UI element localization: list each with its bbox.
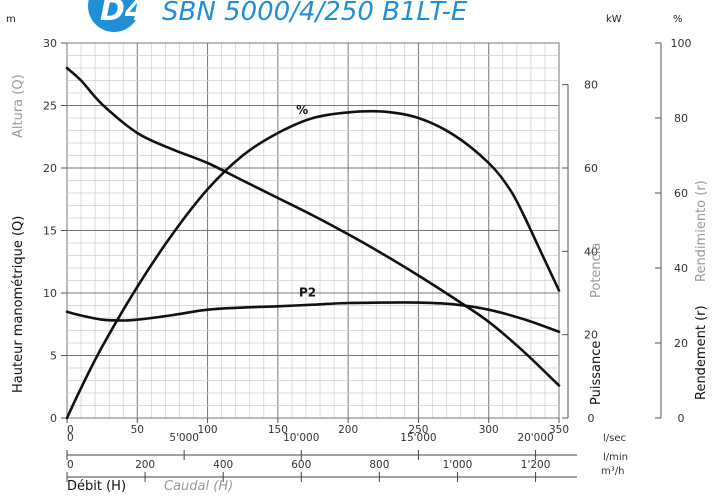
head-tick-label: 5 [50, 350, 57, 363]
efficiency-unit-label: % [673, 14, 683, 25]
efficiency-tick-label: 80 [674, 112, 688, 125]
x-tick-label: 200 [338, 424, 358, 436]
curves [65, 66, 561, 420]
x-tick-label: 100 [198, 424, 218, 436]
x-tick-label: 150 [268, 424, 288, 436]
power-axis-title-alt: Potencia [589, 243, 604, 298]
head-tick-label: 30 [43, 37, 57, 50]
x-tick-label: 350 [549, 424, 569, 436]
model-badge [88, 0, 140, 32]
x-tick-label: 250 [408, 424, 428, 436]
power-curve-label: P2 [299, 285, 316, 299]
efficiency-axis: 0 20 40 60 80 100 [655, 37, 692, 425]
header: D4 SBN 5000/4/250 B1LT-E m kW % [6, 0, 683, 32]
power-axis-title: Puissance [589, 341, 604, 405]
head-curve [65, 66, 561, 387]
head-tick-label: 0 [50, 412, 57, 425]
model-badge-label: D4 [100, 0, 146, 28]
x-axis-unit: l/sec [603, 433, 626, 444]
x-tick-label: 400 [213, 459, 233, 471]
power-tick-label: 60 [584, 162, 598, 175]
head-unit-label: m [6, 14, 16, 25]
efficiency-tick-label: 100 [671, 37, 692, 50]
grid [66, 42, 560, 419]
x-tick-label: 20'000 [517, 432, 553, 444]
x-tick-label: 50 [131, 424, 144, 436]
x-tick-label: 15'000 [400, 432, 436, 444]
x-axis-unit: m³/h [601, 466, 624, 477]
power-unit-label: kW [606, 14, 622, 25]
x-tick-label: 1'200 [521, 459, 551, 471]
power-tick-label: 20 [584, 329, 598, 342]
head-tick-label: 10 [43, 287, 57, 300]
efficiency-tick-label: 20 [674, 337, 688, 350]
power-tick-label: 40 [584, 245, 598, 258]
x-tick-label: 800 [369, 459, 389, 471]
x-tick-label: 200 [135, 459, 155, 471]
efficiency-axis-title: Rendement (r) [694, 305, 709, 400]
x-tick-label: 0 [67, 432, 74, 444]
head-tick-label: 25 [43, 100, 57, 113]
x-tick-label: 5'000 [169, 432, 199, 444]
x-tick-label: 0 [67, 424, 74, 436]
x-axis-title-alt: Caudal (H) [164, 479, 233, 494]
power-curve-p2 [65, 301, 561, 334]
x-tick-label: 300 [479, 424, 499, 436]
efficiency-tick-label: 40 [674, 262, 688, 275]
power-tick-label: 0 [588, 412, 595, 425]
x-tick-label: 10'000 [283, 432, 319, 444]
efficiency-curve [65, 109, 561, 420]
efficiency-curve-label: % [296, 103, 308, 117]
x-tick-label: 1'000 [443, 459, 473, 471]
head-tick-label: 20 [43, 162, 57, 175]
x-axis-title: Débit (H) [67, 479, 126, 494]
efficiency-tick-label: 0 [678, 412, 685, 425]
head-axis-title: Hauteur manométrique (Q) [11, 216, 26, 393]
head-tick-label: 15 [43, 225, 57, 238]
x-tick-label: 0 [67, 459, 74, 471]
efficiency-tick-label: 60 [674, 187, 688, 200]
x-axes: 0 50 100 150 200 250 300 350 l/sec 0 5'000 10'000 15… [66, 418, 628, 482]
x-axis-unit: l/min [603, 452, 628, 463]
power-tick-label: 80 [584, 79, 598, 92]
model-title: SBN 5000/4/250 B1LT-E [162, 0, 468, 27]
efficiency-axis-title-alt: Rendimiento (r) [694, 180, 709, 282]
head-axis: 0 5 10 15 20 25 30 [43, 37, 67, 425]
x-tick-label: 600 [291, 459, 311, 471]
head-axis-title-alt: Altura (Q) [11, 74, 26, 138]
power-axis: 0 20 40 60 80 [562, 79, 598, 425]
